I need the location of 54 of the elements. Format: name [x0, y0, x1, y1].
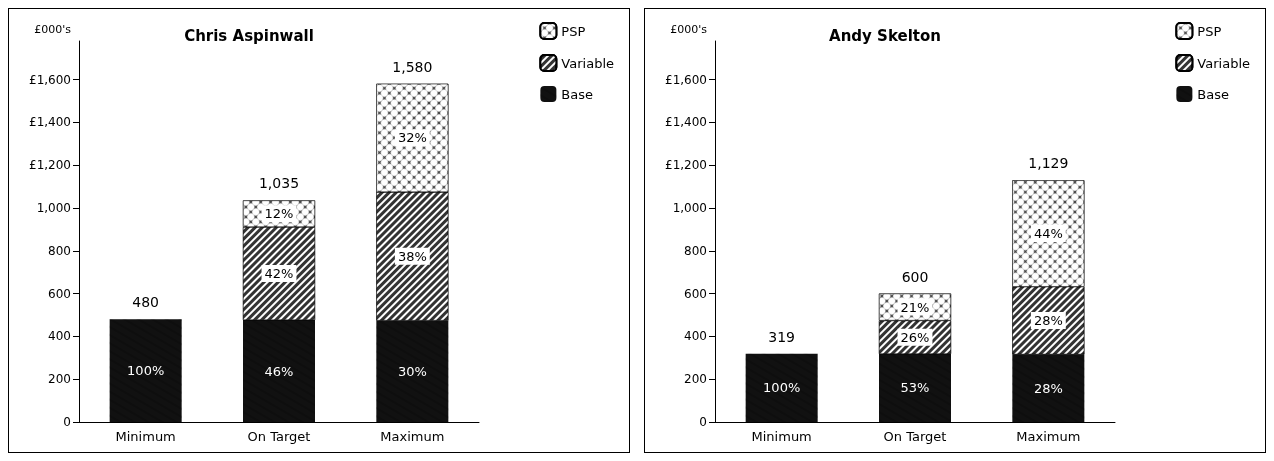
total-label: 319 [768, 328, 796, 345]
y-tick-label: £1,600 [665, 72, 707, 87]
x-tick-label: Minimum [751, 429, 812, 444]
annotation: 42% [264, 266, 294, 282]
annotation: 46% [264, 363, 294, 379]
annotation: 32% [397, 130, 427, 146]
total-label: 1,035 [258, 175, 300, 192]
total-label: 1,580 [392, 58, 433, 75]
x-tick-label: On Target [247, 429, 311, 444]
y-tick-label: £1,600 [29, 72, 71, 87]
legend-label: Base [1197, 86, 1230, 102]
total-label: 480 [132, 294, 160, 311]
legend-label: Base [561, 86, 594, 102]
y-axis-title: £000's [670, 23, 708, 36]
annotation: 53% [900, 380, 930, 396]
annotation: 38% [397, 248, 427, 264]
y-tick-label: £1,200 [665, 158, 707, 173]
y-tick-label: 1,000 [36, 200, 71, 215]
x-tick-label: Maximum [380, 429, 445, 444]
total-label: 1,129 [1028, 155, 1069, 172]
x-tick-label: Maximum [1016, 429, 1081, 444]
annotation: 26% [900, 329, 930, 345]
legend-label: PSP [1197, 23, 1222, 39]
x-tick-label: On Target [883, 429, 947, 444]
y-tick-label: 400 [684, 329, 707, 344]
y-tick-label: 200 [48, 372, 71, 387]
y-tick-label: 400 [48, 329, 71, 344]
y-tick-label: 800 [684, 243, 707, 258]
annotation: 100% [763, 380, 801, 396]
y-tick-label: 200 [684, 372, 707, 387]
annotation: 28% [1033, 380, 1063, 396]
y-tick-label: 0 [63, 415, 71, 429]
legend-label: Variable [561, 55, 615, 71]
y-tick-label: 800 [48, 243, 71, 258]
chart-title: Andy Skelton [829, 26, 941, 45]
annotation: 28% [1033, 313, 1063, 329]
annotation: 30% [397, 363, 427, 379]
y-tick-label: £1,400 [665, 115, 707, 130]
y-tick-label: 600 [48, 286, 71, 301]
y-tick-label: £1,400 [29, 115, 71, 130]
chart-title: Chris Aspinwall [184, 26, 314, 45]
y-tick-label: £1,200 [29, 158, 71, 173]
x-tick-label: Minimum [115, 429, 176, 444]
legend-label: PSP [561, 23, 586, 39]
annotation: 21% [900, 299, 930, 315]
y-tick-label: 0 [699, 415, 707, 429]
y-tick-label: 1,000 [672, 200, 707, 215]
y-tick-label: 600 [684, 286, 707, 301]
annotation: 44% [1033, 226, 1063, 242]
annotation: 12% [264, 206, 294, 222]
legend-label: Variable [1197, 55, 1251, 71]
total-label: 600 [901, 268, 929, 285]
annotation: 100% [127, 363, 165, 379]
y-axis-title: £000's [34, 23, 72, 36]
